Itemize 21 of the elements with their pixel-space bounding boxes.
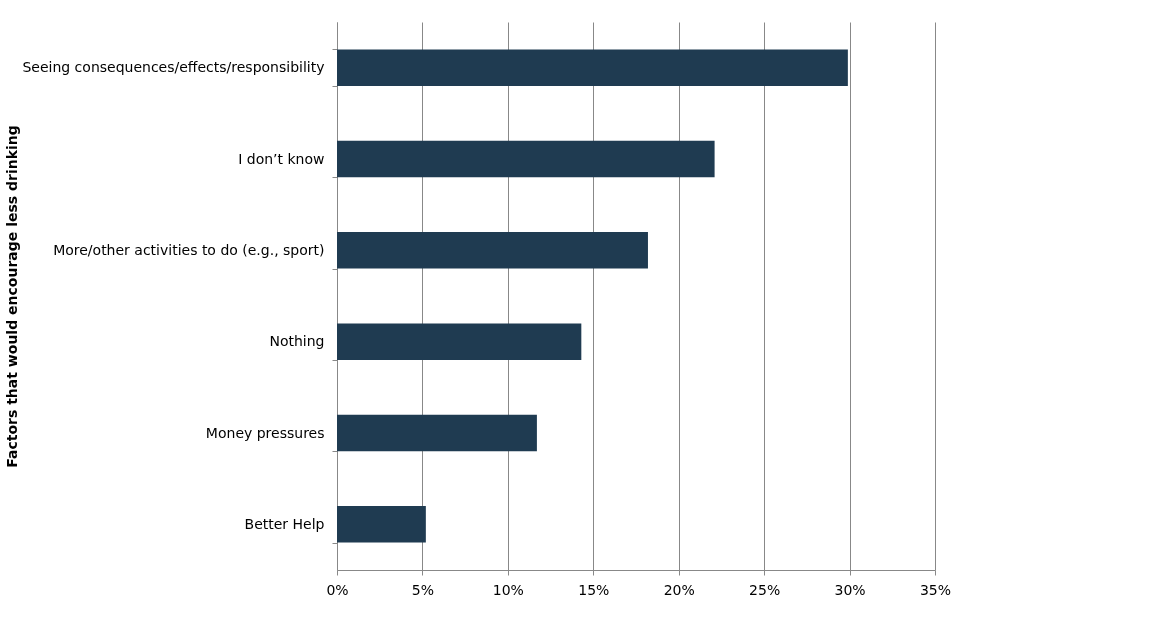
y-tick-label: Better Help xyxy=(244,515,325,532)
bar xyxy=(337,49,848,86)
x-tick-label: 20% xyxy=(663,581,695,598)
bar xyxy=(337,140,715,178)
y-tick-label: Seeing consequences/effects/responsibility xyxy=(22,59,325,76)
bar xyxy=(337,414,537,452)
bar xyxy=(337,323,582,360)
bar xyxy=(337,506,426,543)
x-tick-label: 35% xyxy=(919,581,952,598)
x-tick-label: 25% xyxy=(749,581,781,598)
y-tick-label: Money pressures xyxy=(205,424,325,441)
x-tick-label: 30% xyxy=(834,581,866,598)
bar xyxy=(337,232,648,269)
x-tick-label: 5% xyxy=(411,581,435,598)
y-tick-label: Nothing xyxy=(269,333,325,350)
y-tick-label: I don’t know xyxy=(238,150,325,167)
y-axis-title: Factors that would encourage less drinking xyxy=(3,125,20,468)
y-tick-label: More/other activities to do (e.g., sport) xyxy=(53,241,325,258)
x-tick-label: 15% xyxy=(578,581,610,598)
x-tick-label: 10% xyxy=(492,581,524,598)
x-tick-label: 0% xyxy=(326,581,349,598)
